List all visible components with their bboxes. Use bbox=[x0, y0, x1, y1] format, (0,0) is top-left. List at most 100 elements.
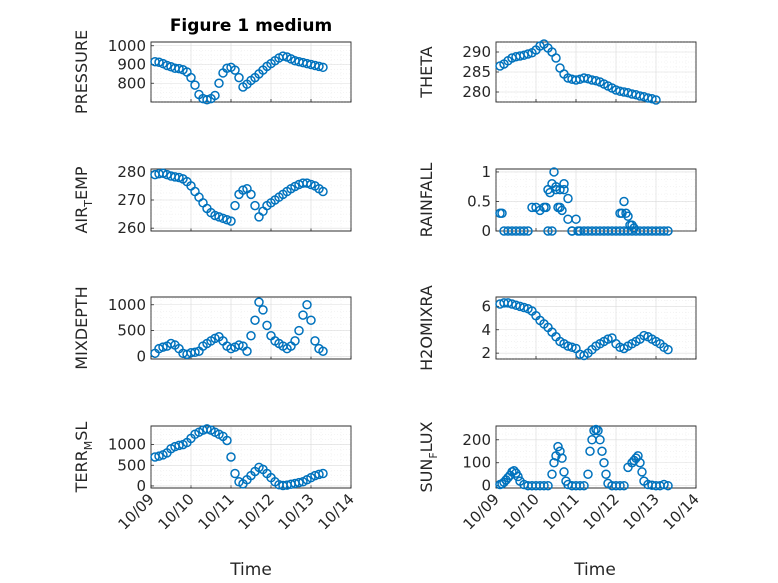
data-point bbox=[246, 331, 256, 341]
data-point bbox=[583, 469, 593, 479]
y-axis-label: AIRTEMP bbox=[72, 166, 95, 233]
data-point bbox=[635, 457, 645, 468]
y-tick-label: 900 bbox=[117, 56, 146, 74]
y-tick-label: 0 bbox=[136, 477, 146, 495]
data-point bbox=[615, 480, 625, 491]
data-point bbox=[601, 469, 611, 479]
x-tick-label: 10/10 bbox=[500, 490, 543, 533]
data-point bbox=[595, 435, 605, 445]
data-point bbox=[278, 51, 288, 61]
data-point bbox=[222, 435, 232, 446]
x-tick-label: 10/14 bbox=[315, 490, 358, 533]
data-point bbox=[154, 451, 164, 461]
x-axis-label-right: Time bbox=[573, 560, 616, 580]
axes-frame bbox=[150, 41, 352, 103]
x-axis-label-left: Time bbox=[229, 560, 272, 580]
data-point bbox=[563, 193, 573, 204]
y-axis-label: MIXDEPTH bbox=[72, 286, 91, 369]
data-point bbox=[310, 336, 320, 346]
data-point bbox=[591, 76, 601, 86]
data-point bbox=[575, 480, 585, 491]
data-point bbox=[663, 480, 673, 491]
data-point bbox=[190, 80, 200, 90]
data-point bbox=[302, 178, 312, 188]
data-point bbox=[202, 95, 212, 105]
subplot-air-temp: 260 270 280 AIRTEMP bbox=[72, 163, 352, 237]
data-point bbox=[318, 62, 328, 73]
data-point bbox=[294, 325, 304, 336]
y-tick-label: 6 bbox=[481, 297, 491, 315]
data-point bbox=[230, 468, 240, 479]
y-axis-label: PRESSURE bbox=[72, 30, 91, 114]
data-point bbox=[306, 179, 316, 190]
data-point bbox=[302, 300, 312, 310]
data-point bbox=[513, 471, 523, 482]
y-tick-label: 1000 bbox=[108, 296, 146, 314]
data-point bbox=[541, 202, 551, 213]
y-tick-label: 280 bbox=[117, 163, 146, 181]
data-point bbox=[234, 340, 244, 350]
data-point bbox=[567, 226, 577, 236]
data-point bbox=[294, 477, 304, 488]
data-point bbox=[547, 469, 557, 479]
y-tick-label: 800 bbox=[117, 74, 146, 92]
x-tick-label: 10/13 bbox=[275, 490, 318, 533]
data-point bbox=[222, 214, 232, 225]
data-point bbox=[663, 226, 673, 236]
y-tick-label: 0 bbox=[481, 222, 491, 240]
data-point bbox=[659, 226, 669, 236]
data-point bbox=[226, 452, 236, 462]
y-axis-label: RAINFALL bbox=[417, 163, 436, 238]
subplot-h2omixra: 2 4 6 H2OMIXRA bbox=[417, 285, 697, 371]
data-point bbox=[523, 226, 533, 236]
data-point bbox=[318, 346, 328, 356]
x-tick-label: 10/12 bbox=[235, 490, 278, 533]
data-point bbox=[579, 480, 589, 491]
data-point bbox=[210, 90, 220, 101]
y-tick-label: 500 bbox=[117, 456, 146, 474]
data-point bbox=[254, 297, 264, 307]
data-point bbox=[262, 320, 272, 331]
data-point bbox=[599, 457, 609, 468]
y-tick-label: 2 bbox=[481, 344, 491, 362]
data-point bbox=[539, 480, 549, 491]
data-point bbox=[214, 78, 224, 88]
data-point bbox=[519, 302, 529, 313]
y-axis-label: SUNFLUX bbox=[417, 421, 440, 492]
data-point bbox=[186, 72, 196, 83]
y-tick-label: 280 bbox=[462, 83, 491, 101]
data-point bbox=[543, 480, 553, 491]
data-point bbox=[174, 172, 184, 183]
data-point bbox=[559, 467, 569, 477]
x-tick-label: 10/14 bbox=[660, 490, 703, 533]
data-point bbox=[202, 424, 212, 434]
data-point bbox=[162, 60, 172, 71]
data-point bbox=[218, 213, 228, 224]
x-tick-label: 10/12 bbox=[580, 490, 623, 533]
y-tick-label: 290 bbox=[462, 43, 491, 61]
data-point bbox=[629, 223, 639, 233]
y-tick-label: 1000 bbox=[108, 37, 146, 55]
y-tick-label: 200 bbox=[462, 431, 491, 449]
data-point bbox=[234, 72, 244, 83]
data-point bbox=[647, 94, 657, 104]
data-point bbox=[623, 211, 633, 221]
data-point bbox=[154, 57, 164, 67]
data-point bbox=[174, 63, 184, 74]
x-tick-label: 10/13 bbox=[620, 490, 663, 533]
data-point bbox=[497, 208, 507, 219]
data-point bbox=[553, 441, 563, 452]
y-tick-label: 1 bbox=[481, 163, 491, 181]
data-point bbox=[585, 446, 595, 457]
data-point bbox=[527, 202, 537, 213]
y-tick-label: 260 bbox=[117, 219, 146, 237]
y-tick-label: 0 bbox=[136, 347, 146, 365]
subplot-theta: 280 285 290 THETA bbox=[417, 39, 697, 105]
data-point bbox=[563, 214, 573, 224]
y-tick-label: 4 bbox=[481, 321, 491, 339]
y-tick-label: 100 bbox=[462, 454, 491, 472]
data-point bbox=[226, 216, 236, 226]
